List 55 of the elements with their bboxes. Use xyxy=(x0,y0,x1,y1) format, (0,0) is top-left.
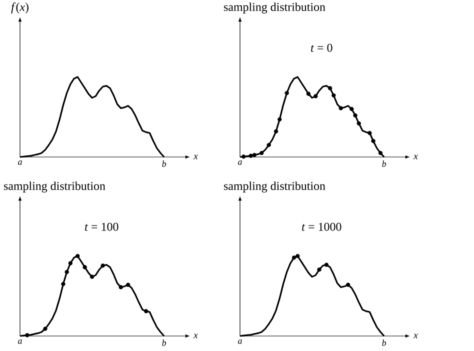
point xyxy=(332,93,336,98)
x-tick-label: a xyxy=(18,160,22,165)
point xyxy=(252,152,257,158)
point xyxy=(278,117,282,122)
point xyxy=(25,333,30,338)
point xyxy=(292,256,296,260)
x-axis-title: x xyxy=(413,154,418,160)
point xyxy=(284,90,289,96)
point xyxy=(90,274,94,279)
point xyxy=(43,326,48,331)
point xyxy=(266,142,271,148)
x-tick-label: b xyxy=(162,160,166,167)
point xyxy=(306,92,311,96)
x-tick-label: b xyxy=(382,340,386,346)
point xyxy=(274,129,278,134)
point xyxy=(356,121,361,126)
point xyxy=(76,254,80,258)
point xyxy=(126,282,130,287)
point xyxy=(368,130,372,136)
point xyxy=(324,262,329,267)
point xyxy=(68,261,73,266)
point xyxy=(317,268,322,272)
chart-subtitle: t = 1000 xyxy=(302,222,342,231)
point xyxy=(242,154,246,159)
point xyxy=(64,270,69,274)
chart-title: sampling distribution xyxy=(4,182,106,192)
x-axis-title: x xyxy=(193,154,198,160)
x-axis-title: x xyxy=(413,334,418,338)
point xyxy=(328,86,332,90)
point xyxy=(118,285,123,290)
point xyxy=(346,282,350,287)
point xyxy=(61,282,66,286)
x-tick-label: b xyxy=(162,340,166,346)
point xyxy=(353,113,358,118)
x-tick-label: a xyxy=(238,160,242,165)
point xyxy=(350,106,354,112)
point xyxy=(371,138,376,144)
point xyxy=(296,254,300,258)
point xyxy=(314,94,318,98)
x-tick-label: b xyxy=(382,160,386,167)
point xyxy=(100,264,105,268)
chart-subtitle: t = 100 xyxy=(85,222,118,231)
y-axis-title: f(x) xyxy=(11,2,28,14)
x-tick-label: a xyxy=(238,340,242,344)
point xyxy=(144,309,148,314)
point xyxy=(378,150,383,156)
chart-title: sampling distribution xyxy=(224,2,326,14)
point xyxy=(260,150,264,156)
chart-title: sampling distribution xyxy=(224,182,326,192)
x-axis-title: x xyxy=(193,334,198,338)
x-tick-label: a xyxy=(18,340,22,344)
point xyxy=(82,265,87,270)
point xyxy=(248,154,253,158)
point xyxy=(338,106,343,110)
chart-subtitle: t = 0 xyxy=(311,44,332,52)
